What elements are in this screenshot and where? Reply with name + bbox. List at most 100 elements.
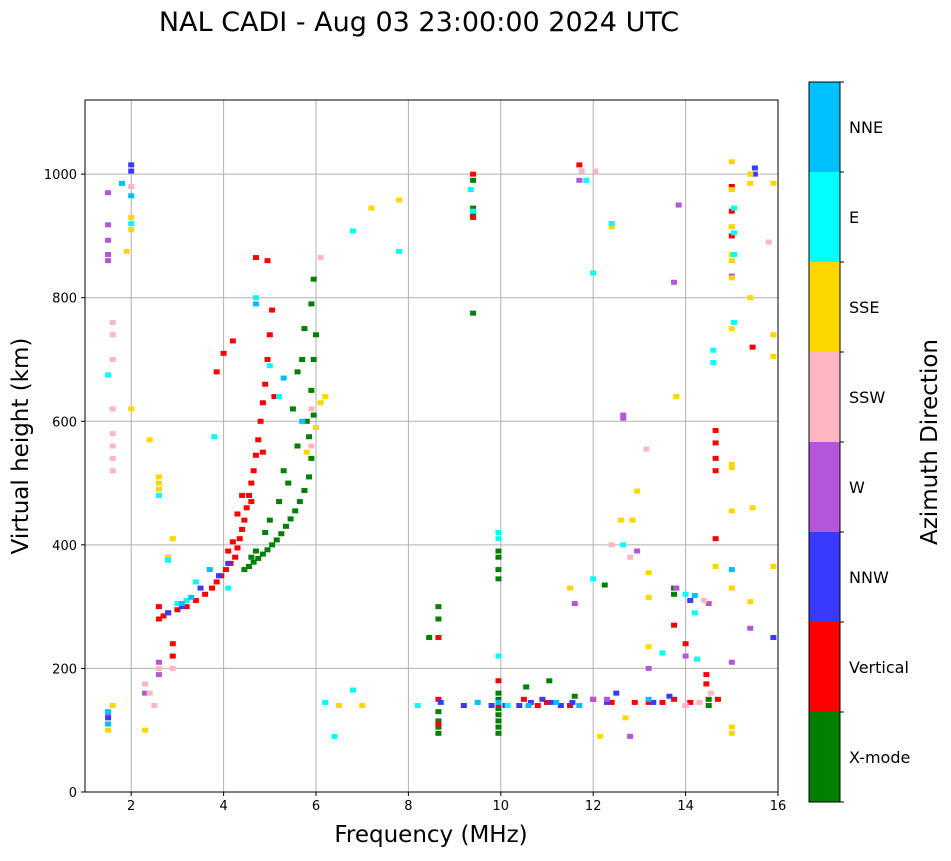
data-point-x-mode xyxy=(250,559,257,565)
data-point-ssw xyxy=(109,406,116,412)
x-tick-label: 10 xyxy=(493,799,510,814)
data-point-sse xyxy=(770,563,777,569)
data-point-x-mode xyxy=(495,567,502,573)
data-point-vertical xyxy=(728,233,735,239)
colorbar-segment xyxy=(809,532,840,622)
data-point-e xyxy=(608,221,615,227)
data-point-x-mode xyxy=(313,332,319,338)
data-points xyxy=(105,159,777,739)
data-point-ssw xyxy=(151,703,158,708)
data-point-x-mode xyxy=(259,551,266,557)
data-point-w xyxy=(620,412,627,418)
data-point-e xyxy=(225,585,232,591)
data-point-vertical xyxy=(534,703,541,708)
data-point-sse xyxy=(165,554,172,560)
data-point-vertical xyxy=(264,357,271,362)
colorbar: X-mode Vertical NNW W SSW SSE E NNE xyxy=(808,81,910,803)
data-point-ssw xyxy=(765,239,772,245)
data-point-sse xyxy=(396,197,403,203)
data-point-vertical xyxy=(155,616,162,622)
data-point-x-mode xyxy=(435,709,442,715)
data-point-nne xyxy=(188,594,195,600)
data-point-vertical xyxy=(248,480,255,486)
colorbar-tick-label: W xyxy=(849,478,865,497)
colorbar-tick-label: SSW xyxy=(849,388,885,407)
data-point-nnw xyxy=(488,703,495,708)
data-point-nnw xyxy=(557,703,564,708)
data-point-vertical xyxy=(209,585,216,591)
data-point-vertical xyxy=(262,381,269,387)
data-point-vertical xyxy=(687,699,694,705)
data-point-e xyxy=(504,703,511,708)
plot-frame xyxy=(84,99,779,793)
data-point-e xyxy=(266,363,273,369)
data-point-vertical xyxy=(169,653,176,659)
x-tick-label: 6 xyxy=(312,799,320,814)
data-point-e xyxy=(694,656,701,662)
data-point-nne xyxy=(128,193,135,199)
data-point-nnw xyxy=(516,703,523,708)
chart-title: NAL CADI - Aug 03 23:00:00 2024 UTC xyxy=(159,7,679,38)
data-point-x-mode xyxy=(310,357,317,362)
x-axis-ticks: 2 4 6 8 10 12 14 16 xyxy=(127,792,786,814)
data-point-ssw xyxy=(109,332,116,338)
data-point-nnw xyxy=(215,573,222,579)
data-point-w xyxy=(105,190,112,196)
data-point-w xyxy=(645,665,652,671)
data-point-e xyxy=(731,205,738,211)
data-point-nnw xyxy=(165,610,172,616)
colorbar-tick-label: X-mode xyxy=(849,748,910,767)
data-point-nne xyxy=(252,301,259,307)
data-point-sse xyxy=(317,400,324,406)
x-tick-label: 16 xyxy=(770,799,787,814)
data-point-vertical xyxy=(234,511,241,517)
data-point-sse xyxy=(728,462,735,468)
data-point-nnw xyxy=(548,699,555,705)
data-point-vertical xyxy=(671,622,678,628)
data-point-sse xyxy=(728,258,735,264)
data-point-ssw xyxy=(109,431,116,437)
data-point-x-mode xyxy=(470,310,477,316)
data-point-sse xyxy=(608,224,615,230)
data-point-e xyxy=(710,360,717,366)
data-point-nnw xyxy=(751,171,758,177)
data-point-x-mode xyxy=(705,703,712,708)
data-point-nne xyxy=(691,593,698,599)
data-point-vertical xyxy=(645,699,652,705)
data-point-x-mode xyxy=(435,616,442,622)
data-point-e xyxy=(495,536,502,542)
data-point-sse xyxy=(128,406,135,412)
data-point-e xyxy=(590,270,597,276)
data-point-ssw xyxy=(142,681,149,687)
data-point-x-mode xyxy=(546,678,553,684)
data-point-ssw xyxy=(317,255,324,261)
data-point-x-mode xyxy=(705,696,712,702)
data-point-x-mode xyxy=(435,724,442,730)
data-point-sse xyxy=(747,180,754,186)
data-point-vertical xyxy=(269,307,276,313)
data-point-x-mode xyxy=(495,724,502,730)
data-point-e xyxy=(128,221,135,227)
data-point-sse xyxy=(634,488,641,494)
data-point-w xyxy=(155,659,162,665)
y-tick-label: 0 xyxy=(69,786,77,801)
data-point-vertical xyxy=(232,554,239,560)
data-point-vertical xyxy=(266,332,273,338)
data-point-nne xyxy=(645,696,652,702)
data-point-nnw xyxy=(437,699,444,705)
y-tick-label: 200 xyxy=(52,662,77,677)
data-point-w xyxy=(682,653,689,659)
data-point-nnw xyxy=(527,699,534,705)
data-point-x-mode xyxy=(495,554,502,560)
data-point-vertical xyxy=(225,548,232,554)
data-point-x-mode xyxy=(470,177,477,183)
data-point-sse xyxy=(109,703,116,708)
data-point-x-mode xyxy=(435,604,442,610)
x-axis-label: Frequency (MHz) xyxy=(334,822,527,848)
data-point-sse xyxy=(728,724,735,730)
colorbar-segment xyxy=(809,172,840,262)
data-point-x-mode xyxy=(292,508,299,514)
data-point-sse xyxy=(673,394,680,400)
data-point-nnw xyxy=(666,693,673,699)
data-point-sse xyxy=(303,449,310,455)
